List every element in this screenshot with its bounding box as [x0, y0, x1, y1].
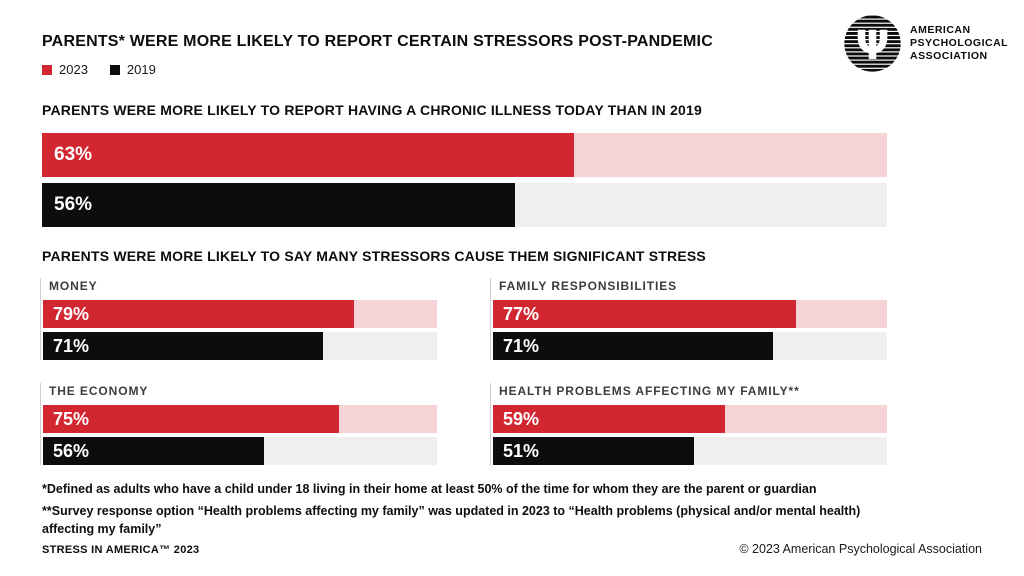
bar-fill-2023: 77%	[493, 300, 797, 328]
legend-swatch-2023	[42, 64, 52, 75]
mini-chart-health-problems: HEALTH PROBLEMS AFFECTING MY FAMILY** 59…	[490, 383, 887, 465]
mini-chart-label: HEALTH PROBLEMS AFFECTING MY FAMILY**	[499, 384, 800, 398]
bar-value-2023: 59%	[503, 408, 540, 429]
bar-track-2023: 79%	[43, 300, 437, 328]
bar-track-2023: 59%	[493, 405, 887, 433]
bar-row-2023: 75%	[43, 405, 437, 433]
legend-swatch-2019	[109, 64, 120, 75]
mini-chart-label: MONEY	[49, 279, 98, 293]
mini-chart-money: MONEY 79% 71%	[40, 278, 437, 360]
section-title-chronic-illness: PARENTS WERE MORE LIKELY TO REPORT HAVIN…	[42, 102, 702, 118]
footer-report-title: STRESS IN AMERICA™ 2023	[42, 544, 200, 556]
bar-value-2019: 71%	[53, 335, 90, 356]
legend-label-2019: 2019	[126, 62, 156, 77]
section-title-stressors: PARENTS WERE MORE LIKELY TO SAY MANY STR…	[42, 248, 706, 264]
bar-value-2019: 71%	[503, 335, 540, 356]
apa-logo: Ψ AMERICAN PSYCHOLOGICAL ASSOCIATION	[844, 15, 1008, 72]
bar-row-2023: 79%	[43, 300, 437, 328]
bar-fill-2019: 71%	[43, 332, 323, 360]
bar-track-2023: 77%	[493, 300, 887, 328]
bar-track-2019: 71%	[43, 332, 437, 360]
apa-logo-line3: ASSOCIATION	[910, 50, 988, 62]
mini-chart-label: THE ECONOMY	[49, 384, 149, 398]
legend-item-2019: 2019	[109, 62, 156, 77]
bar-track-2023: 75%	[43, 405, 437, 433]
bar-track-2019: 71%	[493, 332, 887, 360]
bar-row-2023: 77%	[493, 300, 887, 328]
bar-row-2019: 71%	[43, 332, 437, 360]
bar-fill-2023: 59%	[493, 405, 726, 433]
stressor-charts-grid: MONEY 79% 71% FAMILY RESPONSIBILITIES	[40, 278, 887, 465]
bar-value-2023: 75%	[53, 408, 90, 429]
page-title: PARENTS* WERE MORE LIKELY TO REPORT CERT…	[42, 33, 713, 50]
chronic-illness-chart: 63% 56%	[42, 133, 887, 227]
footnote-survey-option: **Survey response option “Health problem…	[42, 504, 861, 536]
mini-chart-family-responsibilities: FAMILY RESPONSIBILITIES 77% 71%	[490, 278, 887, 360]
bar-fill-2023: 63%	[42, 133, 575, 177]
bar-fill-2019: 51%	[493, 437, 694, 465]
bar-row-2019: 51%	[493, 437, 887, 465]
bar-row-2023: 59%	[493, 405, 887, 433]
bar-track-2019: 56%	[42, 183, 887, 227]
bar-fill-2019: 56%	[43, 437, 264, 465]
bar-value-2019: 56%	[53, 440, 90, 461]
footer-copyright: © 2023 American Psychological Associatio…	[739, 542, 982, 556]
svg-text:Ψ: Ψ	[856, 23, 890, 69]
bar-fill-2019: 56%	[42, 183, 516, 227]
bar-track-2023: 63%	[42, 133, 887, 177]
legend-item-2023: 2023	[42, 62, 88, 77]
bar-value-2023: 79%	[53, 303, 90, 324]
bar-fill-2023: 75%	[43, 405, 339, 433]
mini-chart-label: FAMILY RESPONSIBILITIES	[499, 279, 678, 293]
bar-row-2019: 56%	[43, 437, 437, 465]
mini-chart-the-economy: THE ECONOMY 75% 56%	[40, 383, 437, 465]
legend-label-2023: 2023	[59, 62, 88, 77]
bar-value-2023: 77%	[503, 303, 540, 324]
bar-row-2019: 71%	[493, 332, 887, 360]
bar-row-2019: 56%	[42, 183, 887, 227]
bar-fill-2023: 79%	[43, 300, 355, 328]
apa-logo-line1: AMERICAN	[910, 24, 971, 36]
apa-logo-line2: PSYCHOLOGICAL	[910, 37, 1009, 49]
legend: 2023 2019	[42, 62, 156, 77]
bar-value-2023: 63%	[54, 144, 93, 165]
apa-logo-text: AMERICAN PSYCHOLOGICAL ASSOCIATION	[910, 24, 1008, 63]
footnote-parents-definition: *Defined as adults who have a child unde…	[42, 482, 817, 496]
bar-value-2019: 51%	[503, 440, 540, 461]
apa-logo-icon: Ψ	[844, 15, 901, 72]
bar-track-2019: 51%	[493, 437, 887, 465]
bar-value-2019: 56%	[54, 194, 93, 215]
bar-row-2023: 63%	[42, 133, 887, 177]
bar-fill-2019: 71%	[493, 332, 773, 360]
bar-track-2019: 56%	[43, 437, 437, 465]
